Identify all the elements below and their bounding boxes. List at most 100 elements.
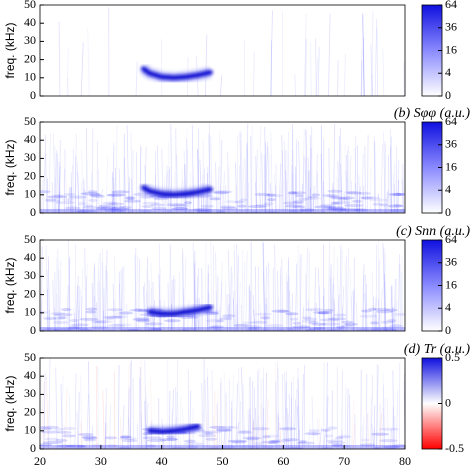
texture xyxy=(264,373,267,449)
texture xyxy=(75,133,77,213)
texture xyxy=(380,445,399,449)
texture xyxy=(104,436,118,440)
y-axis-label: freq. (kHz) xyxy=(3,139,17,195)
texture xyxy=(219,281,223,331)
texture xyxy=(302,154,305,213)
texture xyxy=(233,323,249,327)
plot-area xyxy=(40,358,405,449)
texture xyxy=(238,430,251,434)
texture xyxy=(107,207,121,211)
texture xyxy=(305,130,308,213)
texture xyxy=(219,317,232,321)
texture xyxy=(302,129,305,213)
texture xyxy=(69,318,79,322)
texture xyxy=(329,268,331,331)
texture xyxy=(337,60,339,96)
texture xyxy=(230,272,233,331)
texture xyxy=(120,328,138,331)
texture xyxy=(391,306,395,331)
y-tick-label: 30 xyxy=(24,33,36,47)
texture xyxy=(327,207,347,211)
texture xyxy=(390,136,393,213)
texture xyxy=(51,182,54,213)
texture xyxy=(179,396,182,449)
texture xyxy=(358,175,361,213)
texture xyxy=(156,145,160,213)
colorbar-tick-label: 16 xyxy=(445,159,457,173)
texture xyxy=(394,277,397,331)
texture xyxy=(251,125,253,213)
colorbar-tick-label: 36 xyxy=(445,20,457,34)
texture xyxy=(222,171,225,213)
texture xyxy=(236,244,239,331)
texture xyxy=(277,413,280,449)
texture xyxy=(312,192,315,213)
texture xyxy=(147,257,149,331)
texture xyxy=(115,177,118,213)
texture xyxy=(140,413,143,449)
texture xyxy=(136,319,151,323)
texture xyxy=(254,266,257,331)
colorbar-tick-label: 0 xyxy=(445,395,451,409)
texture xyxy=(232,298,235,331)
texture xyxy=(343,193,347,213)
texture xyxy=(147,439,167,443)
texture xyxy=(389,129,392,213)
texture xyxy=(387,397,389,449)
texture xyxy=(87,27,90,96)
texture xyxy=(296,441,315,445)
texture xyxy=(263,271,265,331)
texture xyxy=(330,201,340,205)
texture xyxy=(115,312,134,316)
texture xyxy=(327,317,347,321)
panel: 0 10 20 30 40 50 freq. (kHz) 0 4 16 36 64 xyxy=(3,0,457,102)
texture xyxy=(382,372,385,449)
texture xyxy=(285,170,288,213)
texture xyxy=(356,328,372,331)
texture xyxy=(231,440,247,444)
texture xyxy=(361,265,365,331)
texture xyxy=(63,192,76,196)
y-tick-label: 40 xyxy=(24,132,36,146)
texture xyxy=(263,154,267,213)
texture xyxy=(75,285,78,331)
texture xyxy=(317,311,329,315)
texture xyxy=(359,186,361,213)
texture xyxy=(42,154,46,213)
ridge xyxy=(147,304,213,317)
texture xyxy=(383,273,387,331)
texture xyxy=(359,314,378,318)
texture xyxy=(312,322,325,326)
texture xyxy=(359,191,372,195)
texture xyxy=(249,413,252,449)
texture xyxy=(263,202,274,206)
texture xyxy=(364,146,366,213)
texture xyxy=(372,202,383,206)
texture xyxy=(148,327,162,331)
texture xyxy=(53,320,69,324)
texture xyxy=(307,424,311,449)
y-tick-label: 50 xyxy=(24,232,36,246)
texture xyxy=(144,146,147,213)
texture xyxy=(262,445,274,449)
texture xyxy=(362,274,365,331)
texture xyxy=(119,446,131,449)
texture xyxy=(292,191,306,195)
y-tick-label: 0 xyxy=(30,205,36,219)
texture xyxy=(305,247,308,331)
colorbar-tick-label: -0.5 xyxy=(445,441,464,455)
texture xyxy=(302,307,304,331)
texture xyxy=(144,322,163,326)
texture xyxy=(311,432,320,436)
texture xyxy=(236,256,239,331)
texture xyxy=(288,275,290,331)
texture xyxy=(170,279,173,331)
texture xyxy=(370,321,379,325)
texture xyxy=(290,397,293,449)
texture xyxy=(172,329,191,331)
texture xyxy=(373,136,376,213)
texture xyxy=(352,424,356,449)
texture xyxy=(319,427,322,449)
texture xyxy=(349,402,352,449)
texture xyxy=(60,383,63,449)
